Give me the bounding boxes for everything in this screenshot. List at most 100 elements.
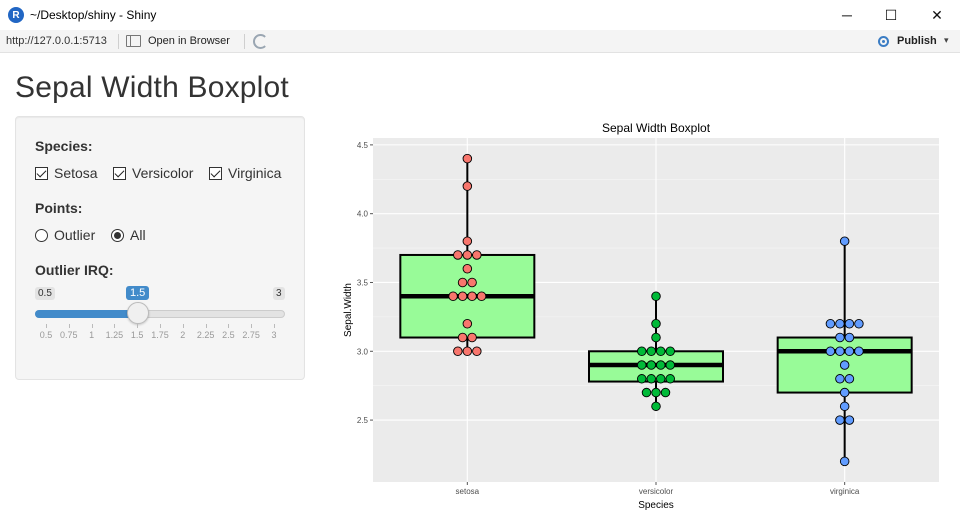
- publish-button[interactable]: Publish: [897, 35, 937, 47]
- checkbox-label: Setosa: [54, 165, 98, 181]
- radio-selected-icon[interactable]: [111, 228, 124, 242]
- data-point-setosa: [462, 153, 473, 164]
- toolbar-divider: [118, 34, 119, 49]
- data-point-setosa: [462, 346, 473, 357]
- data-point-versicolor: [660, 387, 671, 398]
- slider-tick-mark: [46, 324, 47, 328]
- refresh-icon[interactable]: [253, 34, 268, 49]
- slider-tick-mark: [68, 324, 70, 328]
- checkbox-icon[interactable]: [209, 166, 222, 180]
- slider-tick-mark: [114, 324, 116, 328]
- data-point-versicolor: [651, 291, 661, 301]
- data-point-virginica: [835, 346, 845, 357]
- slider-fill: [35, 310, 138, 318]
- slider-tick-label: 2.75: [242, 330, 260, 340]
- data-point-virginica: [844, 332, 855, 343]
- y-tick-label: 3.0: [357, 347, 369, 356]
- data-point-setosa: [462, 263, 473, 274]
- slider-value-label: 1.5: [126, 286, 150, 300]
- slider-tick-mark: [274, 324, 275, 328]
- y-tick-label: 3.5: [357, 278, 369, 287]
- open-in-browser-icon[interactable]: [126, 35, 141, 47]
- publish-dropdown-caret[interactable]: ▾: [944, 35, 949, 45]
- slider-tick-mark: [228, 324, 230, 328]
- data-point-setosa: [462, 181, 473, 191]
- checkbox-icon[interactable]: [35, 166, 48, 180]
- checkbox-icon[interactable]: [113, 166, 126, 180]
- chart-title: Sepal Width Boxplot: [602, 121, 711, 135]
- slider-tick-label: 1.25: [105, 330, 124, 340]
- page-title: Sepal Width Boxplot: [15, 71, 289, 104]
- slider-handle[interactable]: [127, 302, 149, 324]
- slider-tick-label: 2.25: [196, 330, 215, 340]
- window-titlebar: R ~/Desktop/shiny - Shiny ─ ☐ ✕: [0, 0, 960, 30]
- publish-icon[interactable]: [876, 36, 891, 47]
- data-point-setosa: [453, 250, 463, 260]
- radio-all[interactable]: All: [111, 227, 146, 243]
- data-point-setosa: [476, 291, 487, 301]
- slider-tick-mark: [91, 324, 93, 328]
- data-point-setosa: [472, 346, 482, 357]
- data-point-setosa: [457, 332, 468, 343]
- window-title: ~/Desktop/shiny - Shiny: [30, 8, 157, 22]
- radio-label: Outlier: [54, 227, 96, 243]
- y-tick-label: 4.0: [357, 210, 369, 219]
- data-point-setosa: [467, 277, 477, 288]
- checkbox-versicolor[interactable]: Versicolor: [113, 165, 193, 181]
- data-point-virginica: [825, 319, 836, 329]
- slider-tick-label: 1.5: [130, 330, 144, 340]
- data-point-virginica: [854, 346, 864, 357]
- viewer-toolbar: http://127.0.0.1:5713 Open in Browser Pu…: [0, 30, 960, 53]
- data-point-versicolor: [646, 374, 657, 384]
- url-field[interactable]: http://127.0.0.1:5713: [6, 35, 107, 47]
- data-point-versicolor: [656, 346, 666, 357]
- data-point-setosa: [467, 291, 477, 301]
- data-point-setosa: [448, 291, 458, 301]
- data-point-versicolor: [651, 332, 661, 343]
- minimize-button[interactable]: ─: [842, 7, 852, 23]
- checkbox-label: Virginica: [228, 165, 282, 181]
- y-tick-label: 2.5: [357, 416, 369, 425]
- data-point-setosa: [472, 250, 482, 260]
- data-point-virginica: [835, 374, 845, 384]
- data-point-setosa: [457, 277, 468, 288]
- data-point-versicolor: [637, 360, 647, 370]
- x-tick-label: setosa: [456, 487, 480, 496]
- radio-outlier[interactable]: Outlier: [35, 227, 95, 243]
- slider-min-label: 0.5: [35, 287, 55, 300]
- data-point-virginica: [844, 415, 855, 425]
- data-point-setosa: [453, 346, 463, 357]
- species-label: Species:: [35, 138, 93, 154]
- data-point-setosa: [462, 319, 473, 329]
- open-in-browser-button[interactable]: Open in Browser: [148, 35, 230, 47]
- rstudio-app-icon: R: [8, 7, 24, 23]
- slider-tick-label: 0.5: [39, 330, 53, 340]
- slider-tick-label: 0.75: [60, 330, 78, 340]
- radio-icon[interactable]: [35, 228, 48, 242]
- maximize-button[interactable]: ☐: [884, 6, 898, 23]
- data-point-virginica: [839, 360, 850, 370]
- x-tick-label: virginica: [830, 487, 860, 496]
- close-button[interactable]: ✕: [931, 6, 943, 23]
- data-point-setosa: [462, 236, 473, 246]
- data-point-versicolor: [641, 387, 652, 398]
- data-point-virginica: [835, 319, 845, 329]
- data-point-virginica: [835, 332, 845, 343]
- data-point-virginica: [839, 387, 850, 398]
- y-axis-title: Sepal.Width: [343, 283, 354, 337]
- slider-tick-label: 3: [271, 330, 277, 340]
- data-point-versicolor: [665, 360, 676, 370]
- data-point-versicolor: [646, 360, 657, 370]
- checkbox-virginica[interactable]: Virginica: [209, 165, 281, 181]
- data-point-versicolor: [651, 401, 661, 412]
- data-point-versicolor: [665, 346, 676, 357]
- data-point-versicolor: [651, 319, 661, 329]
- slider-tick-label: 1: [89, 330, 95, 340]
- checkbox-setosa[interactable]: Setosa: [35, 165, 98, 181]
- slider-max-label: 3: [273, 287, 285, 300]
- data-point-versicolor: [637, 374, 647, 384]
- data-point-virginica: [825, 346, 836, 357]
- data-point-versicolor: [665, 374, 676, 384]
- data-point-virginica: [854, 319, 864, 329]
- data-point-versicolor: [656, 374, 666, 384]
